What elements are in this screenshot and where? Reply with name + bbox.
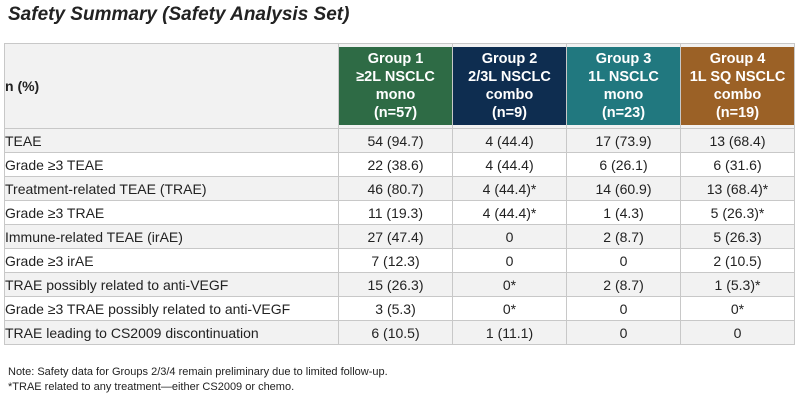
- cell-group-4: 1 (5.3)*: [680, 272, 795, 297]
- group-n: (n=9): [491, 105, 528, 121]
- cell-group-4: 5 (26.3)*: [680, 200, 795, 225]
- cell-group-2: 0: [452, 224, 567, 249]
- cell-group-1: 11 (19.3): [338, 200, 453, 225]
- cell-group-2: 0*: [452, 296, 567, 321]
- table-row: Treatment-related TEAE (TRAE) 46 (80.7) …: [4, 176, 795, 201]
- group-3-box: Group 3 1L NSCLC mono (n=23): [567, 47, 680, 125]
- row-label: Grade ≥3 TRAE: [4, 200, 339, 225]
- group-line: ≥2L NSCLC: [356, 69, 435, 85]
- group-n: (n=57): [373, 105, 418, 121]
- group-regimen: mono: [603, 87, 644, 103]
- cell-group-1: 46 (80.7): [338, 176, 453, 201]
- group-n: (n=19): [715, 105, 760, 121]
- table-row: TEAE 54 (94.7) 4 (44.4) 17 (73.9) 13 (68…: [4, 128, 795, 153]
- footnote-asterisk: *TRAE related to any treatment—either CS…: [8, 381, 295, 393]
- group-2-header: Group 2 2/3L NSCLC combo (n=9): [452, 43, 567, 129]
- group-name: Group 2: [481, 51, 538, 67]
- footnote-preliminary: Note: Safety data for Groups 2/3/4 remai…: [8, 366, 388, 378]
- cell-group-4: 0*: [680, 296, 795, 321]
- group-line: 1L NSCLC: [588, 69, 659, 85]
- cell-group-4: 0: [680, 320, 795, 345]
- cell-group-4: 13 (68.4): [680, 128, 795, 153]
- group-2-box: Group 2 2/3L NSCLC combo (n=9): [453, 47, 566, 125]
- row-label: Grade ≥3 TRAE possibly related to anti-V…: [4, 296, 339, 321]
- cell-group-3: 14 (60.9): [566, 176, 681, 201]
- cell-group-2: 4 (44.4): [452, 152, 567, 177]
- cell-group-1: 54 (94.7): [338, 128, 453, 153]
- page-title: Safety Summary (Safety Analysis Set): [8, 4, 350, 25]
- cell-group-4: 2 (10.5): [680, 248, 795, 273]
- group-n: (n=23): [601, 105, 646, 121]
- cell-group-2: 1 (11.1): [452, 320, 567, 345]
- row-label: Immune-related TEAE (irAE): [4, 224, 339, 249]
- cell-group-2: 0*: [452, 272, 567, 297]
- cell-group-4: 6 (31.6): [680, 152, 795, 177]
- group-regimen: combo: [485, 87, 534, 103]
- cell-group-1: 3 (5.3): [338, 296, 453, 321]
- table-row: TRAE possibly related to anti-VEGF 15 (2…: [4, 272, 795, 297]
- cell-group-3: 2 (8.7): [566, 272, 681, 297]
- group-1-box: Group 1 ≥2L NSCLC mono (n=57): [339, 47, 452, 125]
- cell-group-4: 5 (26.3): [680, 224, 795, 249]
- cell-group-1: 22 (38.6): [338, 152, 453, 177]
- cell-group-1: 15 (26.3): [338, 272, 453, 297]
- group-4-box: Group 4 1L SQ NSCLC combo (n=19): [681, 47, 794, 125]
- cell-group-2: 0: [452, 248, 567, 273]
- group-name: Group 3: [595, 51, 652, 67]
- header-row: n (%) Group 1 ≥2L NSCLC mono (n=57) Grou…: [4, 43, 795, 129]
- group-name: Group 1: [367, 51, 424, 67]
- cell-group-1: 7 (12.3): [338, 248, 453, 273]
- group-4-header: Group 4 1L SQ NSCLC combo (n=19): [680, 43, 795, 129]
- row-label: Grade ≥3 irAE: [4, 248, 339, 273]
- row-label: Grade ≥3 TEAE: [4, 152, 339, 177]
- table-row: Grade ≥3 TEAE 22 (38.6) 4 (44.4) 6 (26.1…: [4, 152, 795, 177]
- cell-group-1: 27 (47.4): [338, 224, 453, 249]
- cell-group-2: 4 (44.4)*: [452, 200, 567, 225]
- group-line: 1L SQ NSCLC: [689, 69, 786, 85]
- cell-group-2: 4 (44.4)*: [452, 176, 567, 201]
- cell-group-3: 17 (73.9): [566, 128, 681, 153]
- safety-summary-table: n (%) Group 1 ≥2L NSCLC mono (n=57) Grou…: [4, 43, 795, 345]
- cell-group-3: 0: [566, 320, 681, 345]
- group-3-header: Group 3 1L NSCLC mono (n=23): [566, 43, 681, 129]
- group-regimen: mono: [375, 87, 416, 103]
- table-row: Immune-related TEAE (irAE) 27 (47.4) 0 2…: [4, 224, 795, 249]
- cell-group-3: 1 (4.3): [566, 200, 681, 225]
- cell-group-4: 13 (68.4)*: [680, 176, 795, 201]
- group-regimen: combo: [713, 87, 762, 103]
- cell-group-3: 6 (26.1): [566, 152, 681, 177]
- group-name: Group 4: [709, 51, 766, 67]
- cell-group-3: 0: [566, 248, 681, 273]
- table-row: Grade ≥3 TRAE 11 (19.3) 4 (44.4)* 1 (4.3…: [4, 200, 795, 225]
- cell-group-3: 2 (8.7): [566, 224, 681, 249]
- row-label: TEAE: [4, 128, 339, 153]
- group-1-header: Group 1 ≥2L NSCLC mono (n=57): [338, 43, 453, 129]
- group-line: 2/3L NSCLC: [468, 69, 551, 85]
- row-label: Treatment-related TEAE (TRAE): [4, 176, 339, 201]
- cell-group-3: 0: [566, 296, 681, 321]
- cell-group-2: 4 (44.4): [452, 128, 567, 153]
- cell-group-1: 6 (10.5): [338, 320, 453, 345]
- header-label-cell: n (%): [4, 43, 339, 129]
- row-label: TRAE leading to CS2009 discontinuation: [4, 320, 339, 345]
- table-row: Grade ≥3 irAE 7 (12.3) 0 0 2 (10.5): [4, 248, 795, 273]
- table-row: TRAE leading to CS2009 discontinuation 6…: [4, 320, 795, 345]
- row-label: TRAE possibly related to anti-VEGF: [4, 272, 339, 297]
- table-row: Grade ≥3 TRAE possibly related to anti-V…: [4, 296, 795, 321]
